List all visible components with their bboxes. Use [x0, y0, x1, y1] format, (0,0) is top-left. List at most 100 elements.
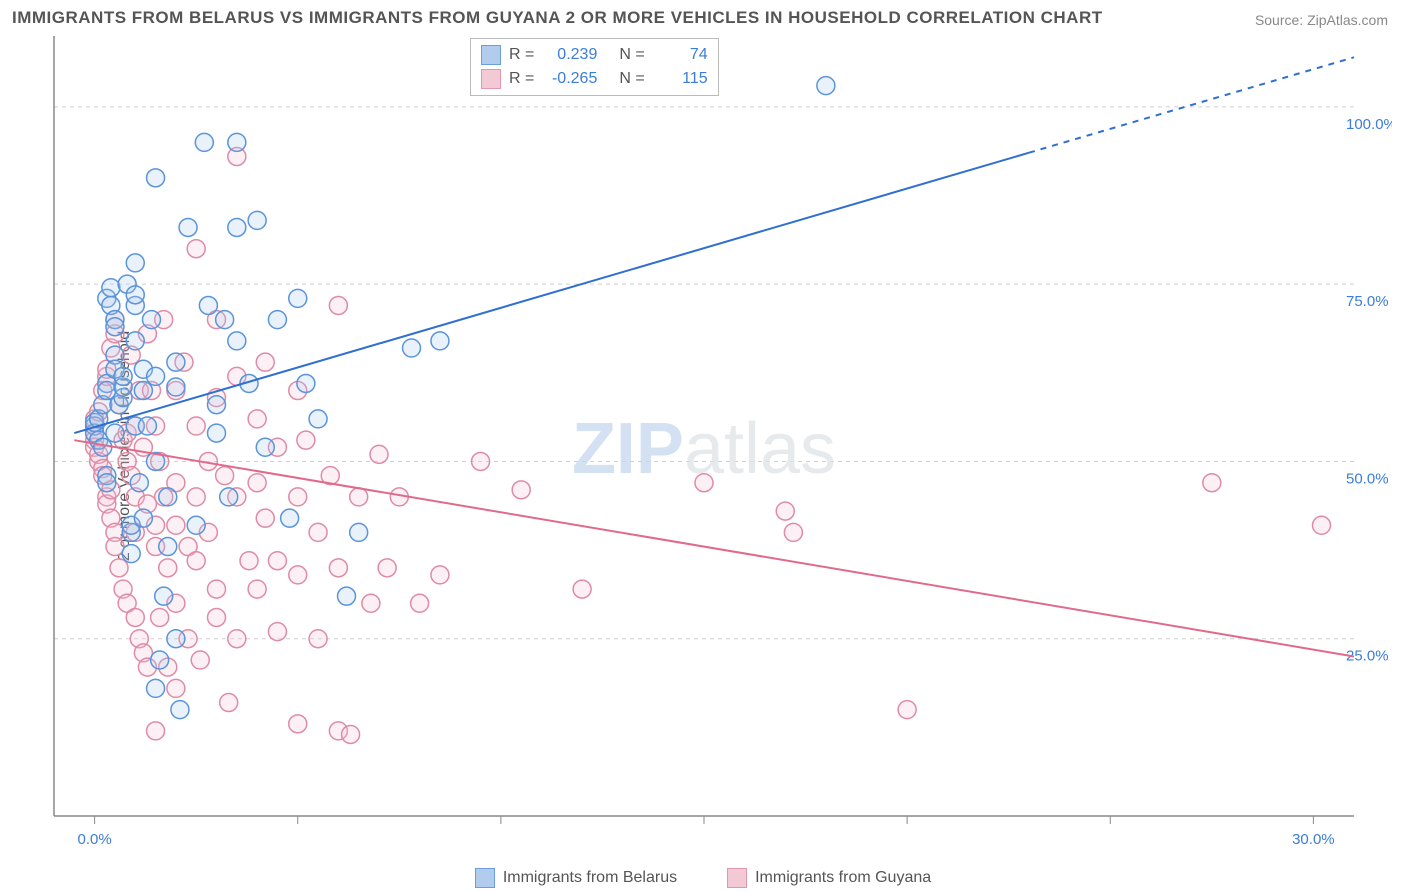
- legend-bottom: Immigrants from Belarus Immigrants from G…: [0, 868, 1406, 888]
- scatter-point: [784, 523, 802, 541]
- scatter-point: [248, 474, 266, 492]
- scatter-point: [268, 311, 286, 329]
- scatter-point: [289, 715, 307, 733]
- scatter-point: [362, 594, 380, 612]
- scatter-point: [171, 701, 189, 719]
- scatter-point: [187, 240, 205, 258]
- scatter-point: [297, 374, 315, 392]
- scatter-point: [143, 311, 161, 329]
- scatter-point: [216, 311, 234, 329]
- scatter-point: [898, 701, 916, 719]
- scatter-point: [106, 424, 124, 442]
- scatter-point: [695, 474, 713, 492]
- legend-swatch: [481, 69, 501, 89]
- scatter-point: [208, 424, 226, 442]
- scatter-point: [179, 218, 197, 236]
- source-link[interactable]: ZipAtlas.com: [1307, 12, 1388, 28]
- scatter-point: [191, 651, 209, 669]
- scatter-point: [248, 410, 266, 428]
- scatter-point: [151, 651, 169, 669]
- scatter-point: [126, 608, 144, 626]
- legend-item: Immigrants from Guyana: [727, 868, 931, 888]
- scatter-point: [220, 694, 238, 712]
- legend-item: Immigrants from Belarus: [475, 868, 677, 888]
- scatter-point: [403, 339, 421, 357]
- scatter-point: [256, 509, 274, 527]
- scatter-point: [411, 594, 429, 612]
- source-attribution: Source: ZipAtlas.com: [1255, 12, 1388, 28]
- scatter-point: [309, 630, 327, 648]
- scatter-point: [289, 488, 307, 506]
- scatter-point: [370, 445, 388, 463]
- scatter-point: [208, 580, 226, 598]
- scatter-point: [281, 509, 299, 527]
- scatter-point: [126, 332, 144, 350]
- scatter-point: [98, 382, 116, 400]
- scatter-point: [289, 289, 307, 307]
- scatter-point: [187, 552, 205, 570]
- scatter-point: [102, 279, 120, 297]
- scatter-point: [106, 318, 124, 336]
- legend-swatch: [727, 868, 747, 888]
- scatter-point: [110, 559, 128, 577]
- scatter-point: [159, 538, 177, 556]
- scatter-point: [1203, 474, 1221, 492]
- legend-label: Immigrants from Belarus: [503, 869, 677, 887]
- scatter-point: [167, 630, 185, 648]
- scatter-point: [431, 332, 449, 350]
- scatter-point: [329, 296, 347, 314]
- chart-title: IMMIGRANTS FROM BELARUS VS IMMIGRANTS FR…: [12, 8, 1103, 28]
- scatter-point: [155, 587, 173, 605]
- scatter-point: [256, 438, 274, 456]
- stats-n-label: N =: [619, 67, 644, 91]
- scatter-point: [228, 133, 246, 151]
- scatter-point: [187, 516, 205, 534]
- chart-container: 25.0%50.0%75.0%100.0%ZIPatlas0.0%30.0%: [46, 36, 1392, 856]
- scatter-point: [268, 623, 286, 641]
- scatter-point: [159, 559, 177, 577]
- y-tick-label: 100.0%: [1346, 116, 1392, 133]
- scatter-point: [106, 538, 124, 556]
- scatter-point: [248, 580, 266, 598]
- scatter-point: [297, 431, 315, 449]
- scatter-point: [472, 452, 490, 470]
- scatter-point: [228, 630, 246, 648]
- stats-n-value: 74: [653, 43, 708, 67]
- trend-line-dashed: [1029, 57, 1354, 152]
- scatter-point: [167, 679, 185, 697]
- stats-n-value: 115: [653, 67, 708, 91]
- stats-n-label: N =: [619, 43, 644, 67]
- correlation-stats-box: R =0.239N =74R =-0.265N =115: [470, 38, 719, 96]
- scatter-point: [167, 516, 185, 534]
- x-tick-label: 0.0%: [78, 831, 112, 848]
- scatter-point: [378, 559, 396, 577]
- scatter-point: [147, 722, 165, 740]
- scatter-point: [147, 367, 165, 385]
- scatter-point: [94, 438, 112, 456]
- scatter-point: [159, 488, 177, 506]
- scatter-point: [817, 77, 835, 95]
- scatter-point: [268, 552, 286, 570]
- scatter-point: [134, 382, 152, 400]
- scatter-point: [228, 218, 246, 236]
- y-tick-label: 75.0%: [1346, 293, 1389, 310]
- scatter-point: [208, 608, 226, 626]
- scatter-point: [167, 353, 185, 371]
- scatter-point: [195, 133, 213, 151]
- legend-swatch: [475, 868, 495, 888]
- scatter-point: [147, 679, 165, 697]
- scatter-point: [342, 725, 360, 743]
- scatter-point: [329, 559, 347, 577]
- scatter-point: [431, 566, 449, 584]
- scatter-point: [220, 488, 238, 506]
- scatter-point: [208, 396, 226, 414]
- stats-r-value: -0.265: [542, 67, 597, 91]
- scatter-point: [573, 580, 591, 598]
- scatter-point: [126, 286, 144, 304]
- stats-row: R =0.239N =74: [481, 43, 708, 67]
- scatter-point: [350, 488, 368, 506]
- scatter-point: [98, 474, 116, 492]
- scatter-point: [776, 502, 794, 520]
- source-label: Source:: [1255, 12, 1303, 28]
- x-tick-label: 30.0%: [1292, 831, 1335, 848]
